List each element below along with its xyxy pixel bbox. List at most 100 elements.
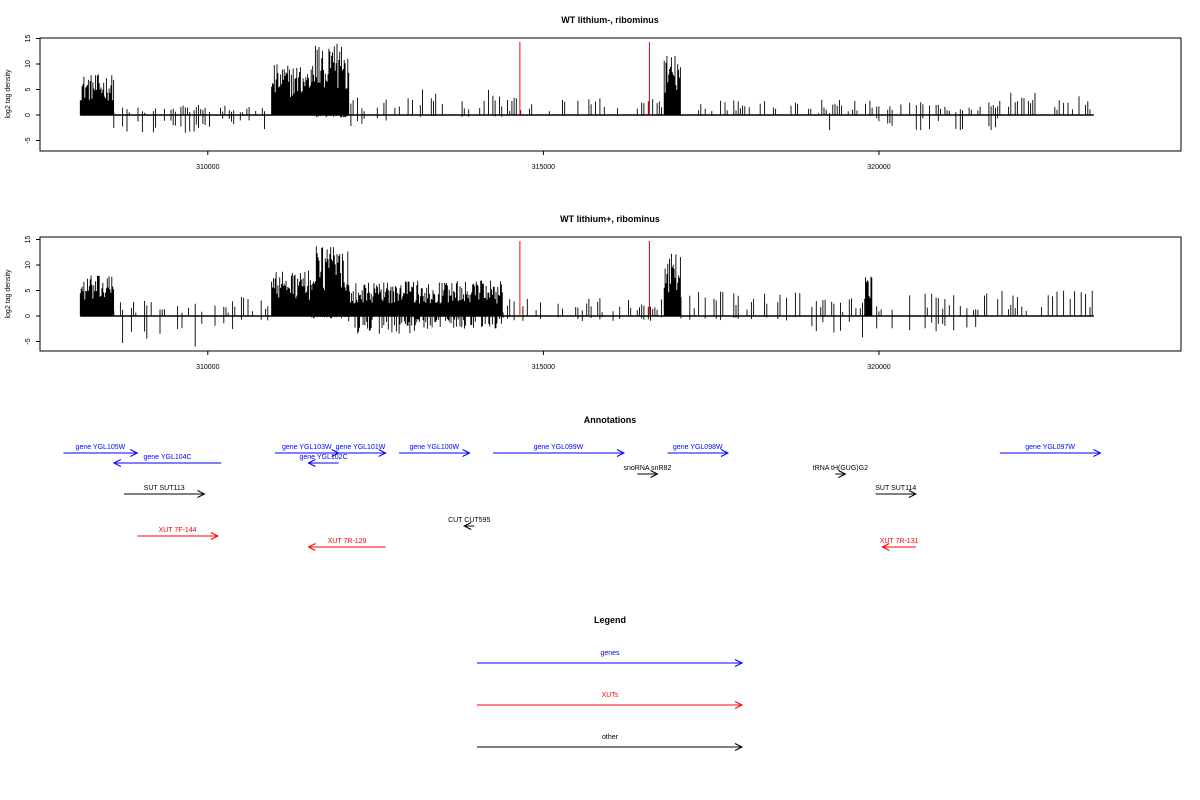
y-tick-label: -5 xyxy=(25,137,32,143)
feature-label: gene YGL103W xyxy=(282,444,332,451)
density-bar-group xyxy=(865,100,873,115)
density-panel-2: WT lithium+, ribominus log2 tag density … xyxy=(5,214,1182,371)
annotation-feature: gene YGL098W xyxy=(667,444,730,457)
density-bar-group xyxy=(663,56,681,115)
legend-arrowhead xyxy=(734,743,744,751)
density-bar-group xyxy=(271,270,312,316)
density-bar-group xyxy=(876,293,999,332)
feature-arrowhead xyxy=(838,470,847,478)
density-bar-group xyxy=(311,43,350,118)
legend-label: genes xyxy=(600,650,620,657)
density-bar-group xyxy=(999,92,1091,115)
feature-label: XUT 7R-131 xyxy=(880,538,919,545)
x-tick-label: 310000 xyxy=(196,364,219,371)
annotation-feature: CUT CUT595 xyxy=(448,517,490,530)
panel-2-density-bars xyxy=(79,246,1093,347)
feature-arrowhead xyxy=(307,459,316,467)
density-bar-group xyxy=(350,97,413,126)
annotations-panel: Annotations gene YGL105W gene YGL104C gene… xyxy=(63,415,1102,551)
density-bar-group xyxy=(680,291,801,321)
feature-arrowhead xyxy=(463,522,472,530)
feature-label: XUT 7F-144 xyxy=(159,527,197,534)
x-tick-label: 320000 xyxy=(867,164,890,171)
legend-arrowhead xyxy=(734,701,744,709)
feature-arrowhead xyxy=(650,470,659,478)
density-bar-group xyxy=(865,276,873,316)
feature-arrowhead xyxy=(307,543,316,551)
feature-label: gene YGL100W xyxy=(409,444,459,451)
feature-label: CUT CUT595 xyxy=(448,517,490,524)
annotation-feature: gene YGL099W xyxy=(493,444,626,457)
density-bar-group xyxy=(663,253,681,316)
panel-1-frame xyxy=(39,37,1182,152)
annotation-feature: gene YGL105W xyxy=(63,444,139,457)
density-bar-group xyxy=(240,297,269,321)
density-bar-group xyxy=(271,64,312,115)
legend-entry: genes xyxy=(477,650,744,667)
density-bar-group xyxy=(311,246,350,319)
feature-arrowhead xyxy=(720,449,730,457)
feature-arrowhead xyxy=(462,449,471,457)
panel-1-y-axis-label: log2 tag density xyxy=(5,69,12,119)
panel-1-red-markers xyxy=(519,42,650,115)
feature-arrowhead xyxy=(197,490,206,498)
legend-arrowhead xyxy=(734,659,744,667)
y-tick-label: 15 xyxy=(25,35,32,43)
annotations-title: Annotations xyxy=(584,415,637,425)
density-bar-group xyxy=(419,89,503,117)
density-bar-group xyxy=(876,102,999,131)
density-bar-group xyxy=(113,301,236,347)
y-tick-label: 10 xyxy=(25,60,32,68)
x-tick-label: 310000 xyxy=(196,164,219,171)
panel-2-y-ticks: 15 10 5 0 -5 xyxy=(25,236,40,345)
legend-entry: XUTs xyxy=(477,692,744,709)
legend-label: other xyxy=(602,734,619,741)
density-bar-group xyxy=(180,105,265,133)
legend-label: XUTs xyxy=(602,692,619,699)
annotation-feature: snoRNA snR82 xyxy=(623,465,671,478)
panel-2-y-axis-label: log2 tag density xyxy=(5,269,12,319)
annotation-feature: tRNA tH(GUG)G2 xyxy=(813,465,868,478)
feature-label: XUT 7R-129 xyxy=(328,538,367,545)
y-tick-label: 0 xyxy=(25,113,32,117)
annotation-feature: gene YGL100W xyxy=(399,444,471,457)
feature-label: SUT SUT114 xyxy=(875,485,916,492)
annotation-feature: gene YGL102C xyxy=(300,454,348,467)
legend-panel: Legend genes XUTs other xyxy=(477,615,744,751)
annotation-feature: gene YGL104C xyxy=(112,454,222,467)
density-bar-group xyxy=(507,97,662,115)
density-bar-group xyxy=(348,281,416,334)
feature-label: gene YGL099W xyxy=(534,444,584,451)
feature-arrowhead xyxy=(112,459,122,467)
feature-label: SUT SUT113 xyxy=(144,485,185,492)
panel-2-title: WT lithium+, ribominus xyxy=(560,214,660,224)
annotation-feature: XUT 7F-144 xyxy=(137,527,219,540)
annotation-feature: XUT 7R-131 xyxy=(880,538,919,551)
feature-label: gene YGL101W xyxy=(336,444,386,451)
annotation-feature: SUT SUT113 xyxy=(123,485,206,498)
legend-entries: genes XUTs other xyxy=(477,650,744,751)
y-tick-label: 10 xyxy=(25,261,32,269)
density-bar-group xyxy=(113,107,176,133)
feature-arrowhead xyxy=(130,449,139,457)
panel-1-density-bars xyxy=(79,43,1091,133)
feature-arrowhead xyxy=(378,449,387,457)
y-tick-label: -5 xyxy=(25,338,32,344)
x-tick-label: 315000 xyxy=(532,164,555,171)
feature-label: gene YGL102C xyxy=(300,454,348,461)
feature-arrowhead xyxy=(210,532,219,540)
annotation-feature: SUT SUT114 xyxy=(875,485,918,498)
feature-label: gene YGL098W xyxy=(673,444,723,451)
density-bar-group xyxy=(698,99,858,115)
y-tick-label: 5 xyxy=(25,87,32,91)
y-tick-label: 0 xyxy=(25,314,32,318)
panel-2-red-markers xyxy=(519,241,650,316)
feature-label: gene YGL104C xyxy=(143,454,191,461)
legend-entry: other xyxy=(477,734,744,751)
annotation-feature: gene YGL101W xyxy=(335,444,387,457)
feature-arrowhead xyxy=(908,490,918,498)
x-tick-label: 320000 xyxy=(867,364,890,371)
feature-label: gene YGL097W xyxy=(1025,444,1075,451)
density-bar-group xyxy=(415,280,503,329)
